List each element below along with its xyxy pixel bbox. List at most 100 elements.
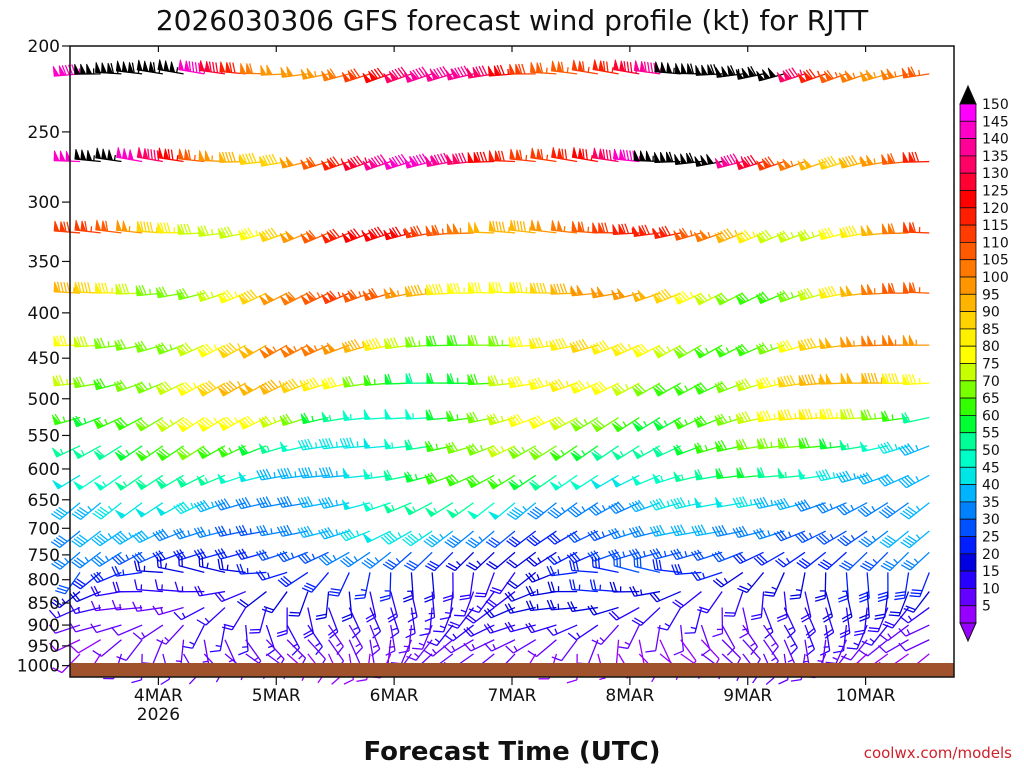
wind-barb — [135, 474, 164, 491]
wind-barb — [238, 289, 267, 305]
y-tick-label: 400 — [28, 304, 60, 324]
wind-barb — [613, 59, 640, 75]
wind-barb — [238, 471, 267, 483]
wind-barb — [362, 530, 392, 544]
wind-barb — [840, 639, 868, 661]
wind-barb — [91, 530, 122, 547]
wind-barb — [547, 581, 578, 593]
wind-barb — [259, 292, 288, 306]
wind-barb — [300, 229, 329, 244]
wind-barb — [155, 417, 184, 433]
wind-barb — [111, 599, 143, 611]
y-tick-label: 700 — [28, 519, 60, 539]
wind-barb — [362, 67, 391, 84]
colorbar-swatch — [959, 311, 977, 330]
wind-barb — [592, 59, 619, 75]
wind-barb — [176, 474, 205, 488]
wind-barb — [464, 607, 495, 624]
wind-barb — [318, 437, 350, 450]
wind-barb — [327, 607, 339, 639]
wind-barb — [467, 373, 495, 386]
colorbar-label: 55 — [982, 426, 1000, 442]
wind-barb — [566, 551, 599, 564]
wind-barb — [156, 445, 184, 462]
wind-barb — [259, 344, 288, 359]
wind-barb — [549, 416, 578, 431]
wind-barb — [93, 445, 122, 461]
y-tick-label: 450 — [28, 349, 60, 369]
wind-barb — [74, 281, 101, 294]
wind-barb — [238, 344, 267, 359]
wind-barb — [238, 227, 267, 241]
wind-barb — [693, 415, 723, 428]
wind-barb — [348, 607, 361, 639]
wind-barb — [111, 565, 143, 577]
wind-barb — [590, 340, 619, 355]
wind-barb — [591, 556, 619, 574]
wind-barb — [341, 155, 371, 172]
wind-barb — [753, 496, 785, 509]
wind-barb — [590, 417, 619, 433]
wind-barb — [694, 469, 723, 481]
colorbar-swatch — [959, 293, 977, 312]
wind-barb — [486, 444, 516, 458]
wind-barb — [762, 607, 774, 639]
y-axis: 200 250 300 350 400 450 500 550 600 650 700 750 800 8… — [17, 37, 70, 677]
wind-barb — [714, 153, 744, 169]
wind-barb — [442, 572, 454, 603]
wind-barb — [404, 471, 433, 483]
wind-barb — [506, 571, 537, 590]
wind-barb — [131, 530, 164, 544]
wind-barb — [402, 530, 433, 547]
wind-barb — [838, 572, 849, 603]
wind-barb — [114, 445, 143, 462]
colorbar-label: 5 — [982, 599, 991, 615]
wind-barb — [176, 342, 205, 357]
wind-barb — [404, 502, 433, 516]
colorbar-swatch — [959, 588, 977, 607]
colorbar-label: 20 — [982, 547, 1000, 563]
wind-barb — [690, 570, 723, 582]
wind-barb — [673, 624, 685, 656]
wind-barb — [794, 499, 826, 512]
wind-barb — [406, 639, 433, 661]
colorbar-swatch — [959, 380, 977, 399]
wind-barb — [631, 289, 661, 303]
wind-barb — [72, 445, 102, 460]
wind-barb — [69, 622, 101, 633]
colorbar-swatch — [959, 172, 977, 191]
wind-barb — [196, 343, 226, 358]
wind-barb — [880, 551, 910, 572]
wind-barb — [783, 607, 796, 639]
wind-barb — [507, 445, 537, 460]
wind-barb — [90, 600, 122, 612]
wind-barb — [488, 220, 516, 234]
wind-barb — [735, 411, 764, 425]
wind-barb — [277, 467, 308, 480]
wind-barb — [341, 591, 353, 622]
wind-barb — [859, 551, 889, 572]
wind-barb — [74, 148, 101, 163]
wind-barb — [882, 335, 909, 346]
wind-barb — [750, 591, 765, 621]
wind-barb — [112, 581, 143, 593]
y-tick-label: 950 — [28, 637, 60, 657]
wind-barb — [654, 151, 681, 163]
wind-barb — [176, 417, 205, 433]
wind-barb — [649, 524, 681, 537]
y-tick-label: 800 — [28, 571, 60, 591]
colorbar-label: 80 — [982, 339, 1000, 355]
colorbar-swatch — [959, 449, 977, 468]
wind-barb — [898, 443, 930, 456]
wind-barb — [197, 380, 226, 397]
wind-barb — [712, 571, 744, 588]
wind-barb — [488, 335, 516, 347]
wind-barb — [276, 550, 309, 563]
wind-barb — [321, 156, 350, 171]
wind-barb — [94, 474, 122, 491]
wind-barb — [818, 285, 847, 299]
wind-barb — [74, 63, 101, 75]
wind-barb — [487, 64, 516, 77]
